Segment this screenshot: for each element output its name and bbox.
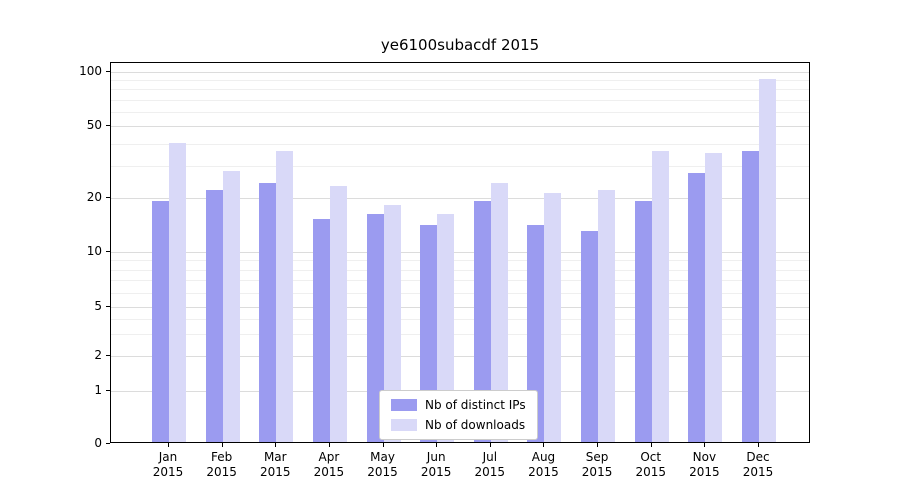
- gridline-minor: [111, 111, 809, 113]
- legend: Nb of distinct IPs Nb of downloads: [379, 390, 538, 440]
- gridline-minor: [111, 269, 809, 271]
- bar-jan-distinct-ips: [152, 201, 169, 442]
- legend-swatch-distinct-ips: [391, 399, 417, 411]
- bar-feb-downloads: [222, 170, 240, 442]
- y-tick-mark: [106, 197, 110, 198]
- gridline-minor: [111, 318, 809, 320]
- chart-title: ye6100subacdf 2015: [380, 36, 540, 54]
- x-tick-label: Aug 2015: [528, 450, 559, 479]
- x-tick-mark: [221, 443, 223, 447]
- y-tick-mark: [106, 125, 110, 126]
- gridline-minor: [111, 99, 809, 101]
- bar-jul-distinct-ips: [473, 201, 491, 442]
- x-tick-mark: [275, 443, 277, 447]
- y-tick-label: 50: [86, 118, 102, 132]
- plot-area: [110, 62, 810, 443]
- y-tick-mark: [106, 306, 110, 307]
- bar-apr-downloads: [329, 186, 347, 442]
- gridline-major: [111, 252, 809, 253]
- gridline-major: [111, 356, 809, 357]
- bar-mar-distinct-ips: [259, 182, 277, 442]
- bar-jun-downloads: [437, 214, 455, 442]
- bar-dec-distinct-ips: [742, 150, 759, 442]
- x-tick-label: May 2015: [367, 450, 398, 479]
- x-tick-mark: [758, 443, 759, 447]
- bar-nov-downloads: [705, 153, 723, 442]
- bar-mar-downloads: [276, 150, 294, 442]
- y-tick-label: 2: [94, 348, 102, 362]
- bar-sep-distinct-ips: [581, 230, 599, 442]
- gridline-minor: [111, 334, 809, 336]
- gridline-minor: [111, 292, 809, 294]
- y-tick-mark: [106, 390, 110, 391]
- x-tick-mark: [436, 443, 438, 447]
- x-tick-label: Jul 2015: [474, 450, 506, 479]
- legend-label-distinct-ips: Nb of distinct IPs: [425, 398, 526, 412]
- bar-feb-distinct-ips: [205, 189, 223, 442]
- y-tick-mark: [106, 443, 110, 444]
- x-tick-label: Jun 2015: [420, 450, 452, 479]
- bar-nov-distinct-ips: [688, 173, 706, 442]
- y-tick-label: 20: [86, 190, 102, 204]
- x-tick-mark: [328, 443, 330, 447]
- bar-jul-downloads: [490, 182, 508, 442]
- bar-may-distinct-ips: [366, 214, 384, 442]
- bar-oct-distinct-ips: [634, 201, 652, 442]
- y-tick-label: 0: [94, 436, 102, 450]
- legend-item-distinct-ips: Nb of distinct IPs: [391, 398, 526, 412]
- bar-jun-distinct-ips: [420, 224, 438, 442]
- x-tick-mark: [382, 443, 384, 447]
- legend-item-downloads: Nb of downloads: [391, 418, 526, 432]
- x-tick-label: Sep 2015: [581, 450, 613, 479]
- bar-aug-downloads: [544, 193, 562, 442]
- legend-swatch-downloads: [391, 419, 417, 431]
- x-tick-mark: [650, 443, 652, 447]
- y-tick-mark: [106, 355, 110, 356]
- gridline-minor: [111, 89, 809, 91]
- y-tick-mark: [106, 71, 110, 72]
- gridline-minor: [111, 166, 809, 168]
- bar-oct-downloads: [651, 150, 669, 442]
- y-tick-mark: [106, 251, 110, 252]
- x-tick-mark: [168, 443, 169, 447]
- x-tick-label: Apr 2015: [313, 450, 345, 479]
- y-tick-label: 5: [94, 299, 102, 313]
- gridline-minor: [111, 280, 809, 282]
- legend-label-downloads: Nb of downloads: [425, 418, 526, 432]
- bar-apr-distinct-ips: [312, 219, 330, 442]
- x-tick-mark: [597, 443, 599, 447]
- bar-jan-downloads: [169, 142, 186, 442]
- x-tick-label: Oct 2015: [635, 450, 666, 479]
- x-tick-mark: [489, 443, 491, 447]
- x-tick-label: Dec 2015: [742, 450, 774, 479]
- gridline-major: [111, 307, 809, 308]
- y-tick-label: 1: [94, 383, 102, 397]
- gridline-major: [111, 126, 809, 127]
- gridline-minor: [111, 80, 809, 82]
- bar-sep-downloads: [598, 189, 616, 442]
- y-tick-label: 10: [86, 244, 102, 258]
- gridline-major: [111, 72, 809, 73]
- gridline-major: [111, 198, 809, 199]
- x-tick-mark: [543, 443, 545, 447]
- bar-dec-downloads: [759, 79, 776, 442]
- x-tick-label: Nov 2015: [689, 450, 720, 479]
- gridline-minor: [111, 143, 809, 145]
- bar-aug-distinct-ips: [527, 224, 545, 442]
- x-tick-label: Jan 2015: [152, 450, 184, 479]
- x-tick-label: Mar 2015: [259, 450, 291, 479]
- bar-may-downloads: [383, 205, 401, 442]
- y-tick-label: 100: [79, 64, 102, 78]
- x-tick-label: Feb 2015: [206, 450, 237, 479]
- x-tick-mark: [704, 443, 706, 447]
- gridline-minor: [111, 260, 809, 262]
